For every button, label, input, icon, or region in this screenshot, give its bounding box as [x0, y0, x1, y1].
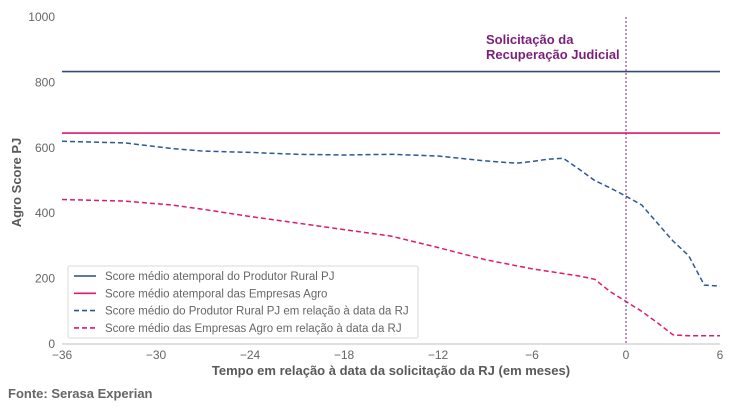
source-note: Fonte: Serasa Experian	[8, 386, 153, 401]
axes: 0 200 400 600 800 1000 −36 −30 −24 −18 −12 −6 0 6 Temp…	[9, 10, 724, 378]
series-line-4	[61, 198, 720, 337]
x-tick-label: −6	[525, 348, 539, 362]
series-line-3	[61, 140, 721, 287]
legend-label-1: Score médio atemporal do Produtor Rural …	[105, 271, 334, 283]
legend-label-4: Score médio das Empresas Agro em relação…	[105, 323, 402, 335]
y-tick-label: 400	[35, 206, 55, 220]
x-tick-label: 6	[717, 348, 724, 362]
y-tick-label: 800	[35, 75, 55, 89]
y-tick-label: 200	[35, 272, 55, 286]
rj-annotation-text: Recuperação Judicial	[486, 47, 620, 62]
x-tick-label: −12	[428, 348, 449, 362]
rj-annotation-text: Solicitação da	[486, 32, 574, 47]
y-tick-label: 600	[35, 141, 55, 155]
agro-score-chart: 0 200 400 600 800 1000 −36 −30 −24 −18 −12 −6 0 6 Temp…	[9, 10, 724, 378]
legend: Score médio atemporal do Produtor Rural …	[67, 265, 419, 339]
x-tick-label: −36	[52, 348, 73, 362]
x-tick-label: −30	[146, 348, 167, 362]
x-axis-title: Tempo em relação à data da solicitação d…	[212, 363, 570, 378]
legend-label-3: Score médio do Produtor Rural PJ em rela…	[105, 306, 409, 318]
x-tick-label: −18	[334, 348, 355, 362]
legend-box	[67, 265, 419, 339]
x-tick-label: 0	[623, 348, 630, 362]
x-tick-label: −24	[240, 348, 261, 362]
y-tick-label: 1000	[28, 10, 55, 24]
plot-area	[61, 70, 721, 337]
legend-label-2: Score médio atemporal das Empresas Agro	[105, 288, 327, 300]
y-axis-title: Agro Score PJ	[9, 138, 24, 228]
y-tick-label: 0	[48, 337, 55, 351]
